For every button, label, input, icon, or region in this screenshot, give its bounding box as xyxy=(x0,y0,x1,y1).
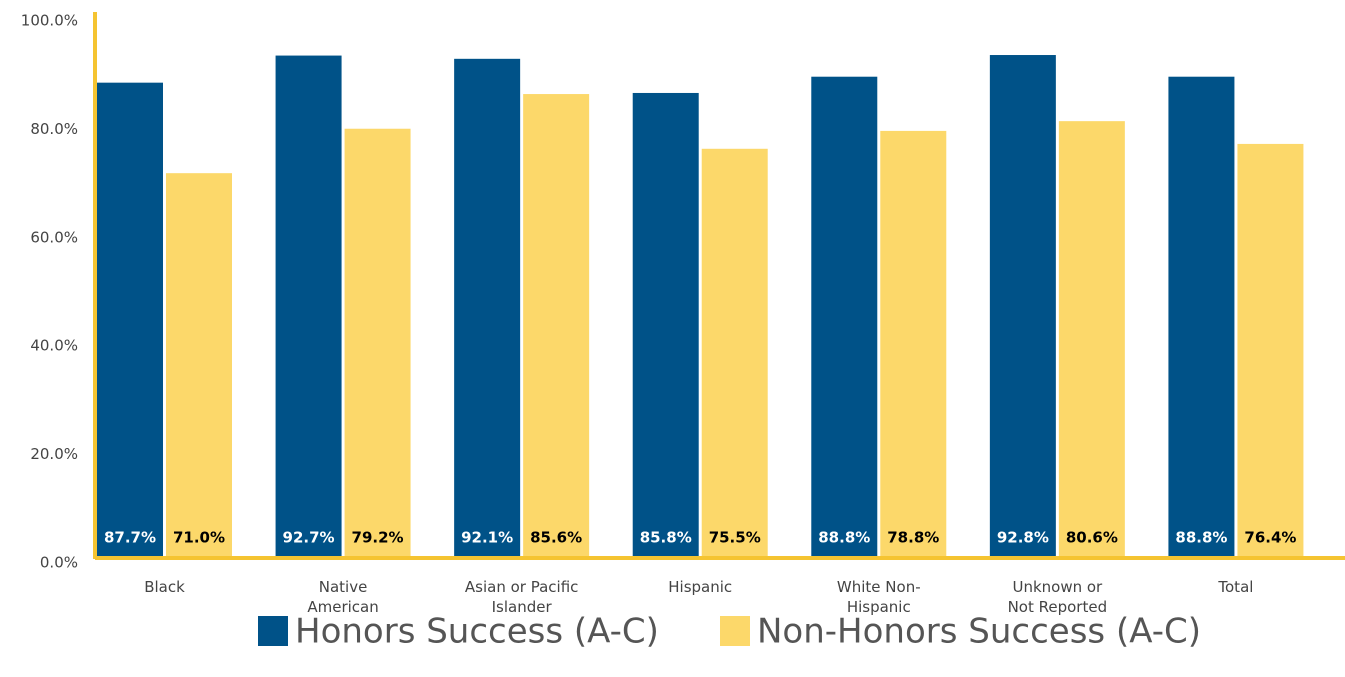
value-label: 71.0% xyxy=(173,529,225,547)
bar xyxy=(97,82,163,558)
y-tick-label: 0.0% xyxy=(40,554,78,572)
y-tick-label: 20.0% xyxy=(30,445,78,463)
bar xyxy=(989,55,1056,559)
bar xyxy=(880,130,947,559)
value-label: 85.8% xyxy=(640,529,692,547)
value-label: 78.8% xyxy=(887,529,939,547)
bar xyxy=(1168,76,1235,558)
x-tick-label: Asian or Pacific Islander xyxy=(464,578,579,616)
value-label: 75.5% xyxy=(709,529,761,547)
y-tick-label: 80.0% xyxy=(30,120,78,138)
x-tick-label: Black xyxy=(144,578,185,596)
legend-label: Non-Honors Success (A-C) xyxy=(757,612,1201,652)
value-label: 85.6% xyxy=(530,529,582,547)
bar xyxy=(454,58,521,559)
bar xyxy=(344,128,411,558)
value-label: 92.1% xyxy=(461,529,513,547)
bar xyxy=(632,92,699,559)
x-tick-label: Total xyxy=(1218,578,1254,596)
legend-label: Honors Success (A-C) xyxy=(295,612,659,652)
x-tick-label: Unknown or Not Reported xyxy=(1007,578,1108,616)
x-tick-label: Hispanic xyxy=(668,578,733,596)
value-label: 92.8% xyxy=(997,529,1049,547)
x-tick-label: White Non- Hispanic xyxy=(836,578,921,616)
value-label: 79.2% xyxy=(352,529,404,547)
y-tick-label: 60.0% xyxy=(30,228,78,246)
y-tick-label: 100.0% xyxy=(21,12,78,30)
bar xyxy=(166,173,232,558)
value-label: 87.7% xyxy=(104,529,156,547)
value-label: 76.4% xyxy=(1244,529,1296,547)
value-label: 88.8% xyxy=(818,529,870,547)
legend-swatch xyxy=(720,616,750,646)
bar xyxy=(275,55,342,558)
y-tick-label: 40.0% xyxy=(30,337,78,355)
value-label: 88.8% xyxy=(1175,529,1227,547)
bar xyxy=(811,76,878,558)
value-label: 80.6% xyxy=(1066,529,1118,547)
bar xyxy=(701,148,768,559)
x-tick-label: Native American xyxy=(307,578,379,616)
bar xyxy=(1237,143,1304,559)
value-label: 92.7% xyxy=(283,529,335,547)
bar xyxy=(1058,121,1125,558)
legend-swatch xyxy=(258,616,288,646)
bar xyxy=(523,94,590,558)
